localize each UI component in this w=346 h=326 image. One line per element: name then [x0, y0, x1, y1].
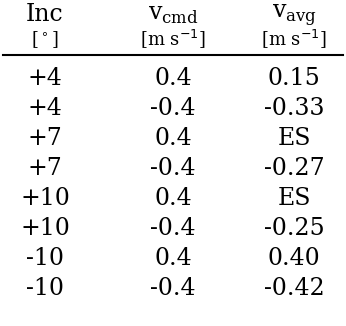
Text: v$_{\mathregular{avg}}$: v$_{\mathregular{avg}}$: [272, 2, 317, 27]
Text: +4: +4: [28, 97, 62, 120]
Text: 0.4: 0.4: [154, 127, 192, 150]
Text: 0.4: 0.4: [154, 247, 192, 270]
Text: v$_{\mathregular{cmd}}$: v$_{\mathregular{cmd}}$: [148, 3, 198, 26]
Text: +10: +10: [20, 187, 70, 210]
Text: -0.33: -0.33: [264, 97, 324, 120]
Text: -0.4: -0.4: [150, 157, 196, 180]
Text: +7: +7: [28, 157, 62, 180]
Text: 0.4: 0.4: [154, 67, 192, 90]
Text: 0.15: 0.15: [268, 67, 320, 90]
Text: +7: +7: [28, 127, 62, 150]
Text: 0.40: 0.40: [268, 247, 320, 270]
Text: -0.4: -0.4: [150, 217, 196, 240]
Text: -0.27: -0.27: [264, 157, 325, 180]
Text: [$^\circ$]: [$^\circ$]: [31, 29, 59, 50]
Text: ES: ES: [277, 127, 311, 150]
Text: [m s$^{-1}$]: [m s$^{-1}$]: [261, 28, 327, 51]
Text: +4: +4: [28, 67, 62, 90]
Text: ES: ES: [277, 187, 311, 210]
Text: -0.25: -0.25: [264, 217, 325, 240]
Text: 0.4: 0.4: [154, 187, 192, 210]
Text: -10: -10: [26, 277, 64, 300]
Text: -0.4: -0.4: [150, 277, 196, 300]
Text: [m s$^{-1}$]: [m s$^{-1}$]: [140, 28, 206, 51]
Text: -10: -10: [26, 247, 64, 270]
Text: Inc: Inc: [26, 3, 64, 26]
Text: +10: +10: [20, 217, 70, 240]
Text: -0.4: -0.4: [150, 97, 196, 120]
Text: -0.42: -0.42: [264, 277, 325, 300]
